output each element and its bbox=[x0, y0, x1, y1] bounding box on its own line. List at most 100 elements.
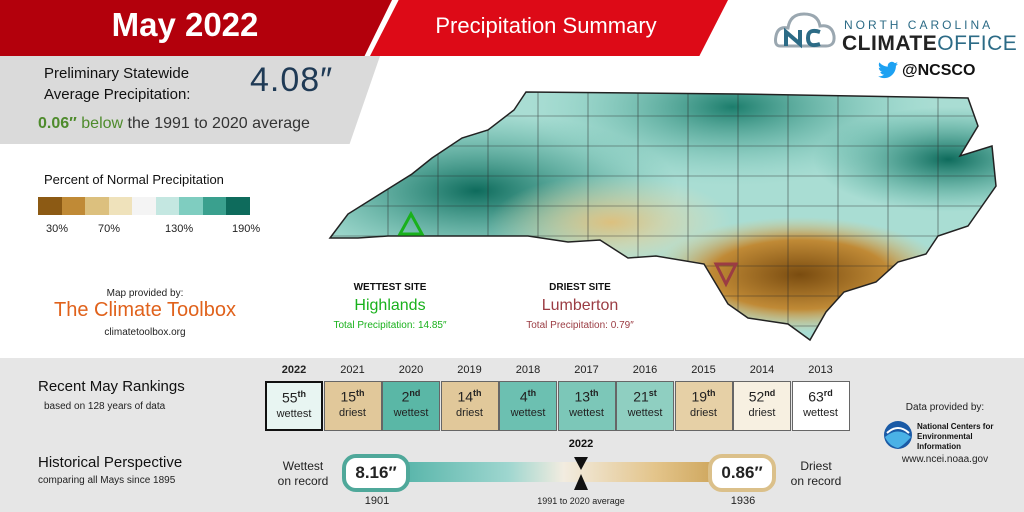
legend-tick: 30% bbox=[46, 223, 69, 235]
ranking-number: 21st bbox=[617, 388, 673, 405]
climate-toolbox-name[interactable]: The Climate Toolbox bbox=[54, 299, 236, 321]
ranking-number: 55th bbox=[267, 389, 321, 406]
climate-toolbox-url[interactable]: climatetoolbox.org bbox=[104, 327, 186, 338]
ranking-cell: 13th wettest bbox=[557, 381, 616, 431]
history-title: Historical Perspective bbox=[38, 454, 183, 471]
ranking-year-label: 2016 bbox=[632, 364, 658, 376]
driest-label-2: on record bbox=[790, 474, 842, 488]
ranking-suffix: th bbox=[590, 388, 599, 398]
legend-swatch bbox=[202, 197, 226, 215]
ranking-value: 2 bbox=[401, 388, 410, 405]
legend-swatch bbox=[132, 197, 156, 215]
map-credit-label: Map provided by: bbox=[106, 288, 184, 299]
ranking-word: wettest bbox=[510, 406, 546, 419]
cloud-logo-icon bbox=[774, 12, 836, 49]
driest-label-1: Driest bbox=[800, 459, 832, 473]
ranking-value: 15 bbox=[340, 388, 357, 405]
twitter-handle[interactable]: @NCSCO bbox=[902, 62, 976, 79]
legend-title: Percent of Normal Precipitation bbox=[44, 172, 224, 187]
ranking-suffix: th bbox=[356, 388, 365, 398]
ranking-number: 2nd bbox=[383, 388, 439, 405]
legend-swatch bbox=[108, 197, 132, 215]
ranking-suffix: th bbox=[473, 388, 482, 398]
departure-amount: 0.06″ bbox=[38, 115, 77, 132]
ranking-suffix: st bbox=[648, 388, 657, 398]
ranking-year-label: 2019 bbox=[457, 364, 482, 376]
month-title: May 2022 bbox=[111, 6, 259, 43]
ranking-suffix: rd bbox=[823, 388, 833, 398]
legend-tick: 190% bbox=[232, 223, 261, 235]
legend-swatch bbox=[179, 197, 203, 215]
legend-tick: 130% bbox=[165, 223, 194, 235]
ranking-year-label: 2022 bbox=[281, 364, 307, 376]
ranking-year-label: 2018 bbox=[515, 364, 541, 376]
ranking-word: driest bbox=[456, 406, 483, 419]
wettest-site-total: Total Precipitation: 14.85″ bbox=[333, 320, 447, 331]
ranking-cell: 55th wettest bbox=[265, 381, 323, 431]
ncei-name-line-1: National Centers for bbox=[917, 422, 994, 431]
logo-office: OFFICE bbox=[937, 32, 1018, 55]
twitter-icon[interactable] bbox=[878, 61, 898, 79]
ranking-suffix: th bbox=[527, 388, 537, 398]
ranking-word: wettest bbox=[569, 406, 604, 419]
ranking-cell: 52nd driest bbox=[733, 381, 791, 431]
ranking-cell: 63rd wettest bbox=[791, 381, 850, 431]
ranking-year-label: 2014 bbox=[749, 364, 775, 376]
header-banner-title bbox=[370, 0, 728, 56]
ranking-word: driest bbox=[748, 406, 776, 419]
average-marker-label: 1991 to 2020 average bbox=[537, 496, 625, 506]
prelim-line-2: Average Precipitation: bbox=[44, 86, 191, 103]
ranking-value: 13 bbox=[574, 388, 591, 405]
ranking-year-label: 2017 bbox=[574, 364, 599, 376]
logo-text-climate-office: CLIMATEOFFICE bbox=[842, 32, 1017, 56]
climate-office-logo: NORTH CAROLINA CLIMATEOFFICE bbox=[772, 6, 1017, 58]
ranking-number: 14th bbox=[442, 388, 498, 405]
legend-swatch bbox=[85, 197, 109, 215]
history-subtitle: comparing all Mays since 1895 bbox=[38, 475, 176, 486]
ranking-suffix: nd bbox=[764, 388, 776, 398]
legend-swatch bbox=[226, 197, 250, 215]
legend-swatch bbox=[38, 197, 62, 215]
ranking-cell: 15th driest bbox=[323, 381, 382, 431]
ranking-value: 4 bbox=[519, 388, 528, 405]
ranking-value: 14 bbox=[457, 388, 474, 405]
current-and-average-marker-icon bbox=[574, 457, 588, 490]
ranking-value: 19 bbox=[691, 388, 708, 405]
summary-title: Precipitation Summary bbox=[435, 13, 657, 38]
ranking-number: 19th bbox=[676, 388, 732, 405]
ncei-name-line-2: Environmental Information bbox=[917, 432, 973, 451]
driest-on-record-value: 0.86″ bbox=[708, 454, 776, 492]
logo-text-north-carolina: NORTH CAROLINA bbox=[844, 18, 994, 32]
wettest-on-record-label: Wettest on record bbox=[270, 459, 336, 489]
ranking-number: 63rd bbox=[793, 388, 849, 405]
driest-on-record-label: Driest on record bbox=[786, 459, 846, 489]
ranking-year-label: 2020 bbox=[398, 364, 424, 376]
nc-precipitation-map bbox=[328, 91, 997, 342]
ranking-value: 63 bbox=[808, 388, 824, 405]
ranking-number: 4th bbox=[500, 388, 556, 405]
ranking-year-label: 2013 bbox=[808, 364, 833, 376]
ncei-url[interactable]: www.ncei.noaa.gov bbox=[901, 454, 989, 465]
ranking-suffix: th bbox=[707, 388, 716, 398]
header-banner-month bbox=[0, 0, 392, 56]
wettest-site-name: Highlands bbox=[354, 297, 426, 314]
current-year-label: 2022 bbox=[568, 438, 594, 450]
ranking-cell: 21st wettest bbox=[616, 381, 674, 431]
legend-swatch bbox=[155, 197, 179, 215]
ranking-suffix: nd bbox=[409, 388, 421, 398]
ranking-value: 52 bbox=[748, 388, 765, 405]
ranking-cell: 2nd wettest bbox=[382, 381, 440, 431]
ranking-cell: 4th wettest bbox=[499, 381, 557, 431]
ranking-year-label: 2015 bbox=[691, 364, 716, 376]
driest-site-name: Lumberton bbox=[541, 297, 619, 314]
statewide-average-value: 4.08″ bbox=[250, 61, 334, 99]
ranking-word: driest bbox=[339, 406, 366, 419]
driest-site-total: Total Precipitation: 0.79″ bbox=[526, 320, 634, 331]
rankings-subtitle: based on 128 years of data bbox=[44, 401, 166, 412]
driest-year: 1936 bbox=[730, 495, 756, 507]
legend-swatch bbox=[61, 197, 85, 215]
legend-color-bar bbox=[38, 197, 250, 215]
wettest-on-record-value: 8.16″ bbox=[342, 454, 410, 492]
statewide-average-panel bbox=[0, 56, 380, 144]
statewide-average-label: Preliminary Statewide Average Precipitat… bbox=[44, 63, 190, 105]
